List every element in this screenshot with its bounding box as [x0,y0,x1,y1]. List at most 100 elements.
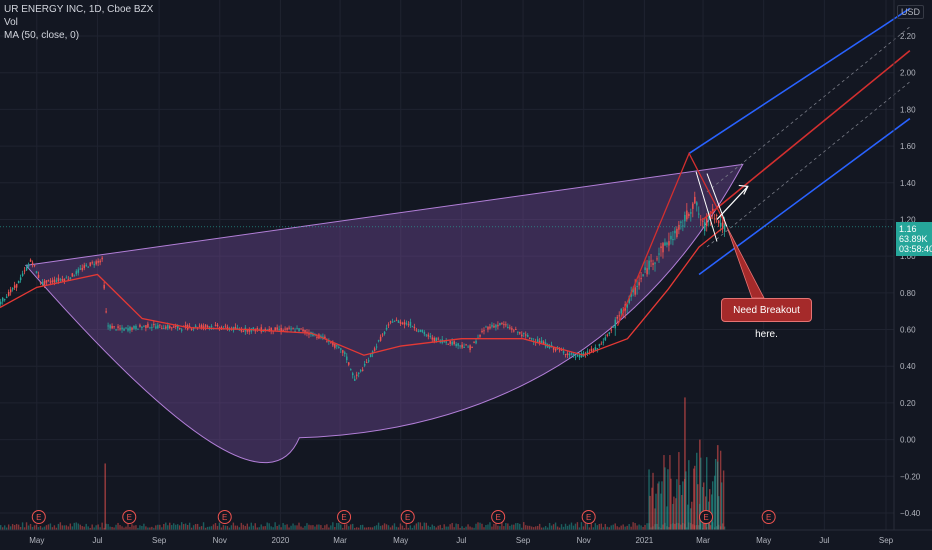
candle-body [242,331,245,333]
volume-bar [21,522,24,530]
currency-badge[interactable]: USD [896,5,924,19]
candle-body [566,353,569,356]
y-tick-label: −0.40 [900,509,921,518]
volume-bar [709,525,712,530]
volume-bar [552,524,555,530]
volume-bar [3,525,6,530]
volume-bar [369,527,372,530]
volume-bar [165,522,167,530]
x-tick-label: May [29,536,44,545]
volume-bar [407,527,410,530]
symbol-title[interactable]: UR ENERGY INC, 1D, Cboe BZX [4,4,154,15]
candle-body [489,326,491,329]
volume-bar [675,498,677,530]
candle-body [521,334,523,337]
candle-body [246,329,249,332]
cup-pattern-drawing[interactable] [24,163,744,463]
candle-body [354,378,356,381]
candle-body [417,330,420,332]
volume-bar [425,522,427,530]
last-price-tag: 1.16 63.89K 03:58:40 [896,222,932,256]
volume-bar [558,527,561,530]
ma50-path [0,228,723,356]
candle-body [131,327,133,330]
earnings-marker-label: E [496,513,501,522]
volume-bar [375,525,378,530]
candle-body [614,319,617,329]
volume-bar [318,524,320,530]
volume-bar [117,522,119,530]
candle-body [256,327,259,330]
volume-bar [439,524,441,530]
candle-body [27,264,30,267]
earnings-marker-label: E [586,513,591,522]
callout-pointer [726,226,765,299]
volume-bar [604,523,606,530]
volume-bar [503,526,505,530]
candle-body [296,328,298,330]
candle-body [443,341,445,343]
candle-body [552,347,555,350]
channel-upper-line [688,7,911,155]
candle-body [445,341,447,343]
volume-bar [312,525,314,530]
volume-bar [680,524,682,530]
volume-bar [332,522,334,530]
volume-bar [443,524,445,530]
volume-bar [320,525,322,530]
volume-spike [684,397,686,530]
volume-bar [212,524,215,530]
trend-drawings[interactable] [0,7,911,327]
candle-body [608,332,611,335]
breakout-callout[interactable]: Need Breakout here. [721,298,812,340]
volume-bar [123,527,125,530]
volume-bars [0,397,726,530]
candle-body [407,324,410,326]
volume-bar [59,522,62,530]
volume-bar [208,526,211,530]
volume-bar [453,527,455,530]
candle-body [125,327,127,329]
volume-bar [655,493,657,530]
x-tick-label: 2020 [272,536,290,545]
volume-bar [616,526,618,530]
candle-body [13,285,16,288]
volume-bar [373,526,376,530]
candle-body [421,329,424,333]
candle-body [204,324,207,327]
earnings-marker-label: E [405,513,410,522]
volume-bar [67,526,70,530]
volume-bar [23,527,26,530]
price-axis[interactable]: 2.20 2.00 1.80 1.60 1.40 1.20 1.00 0.80 0.60 0.40… [893,0,921,530]
ma-indicator-label[interactable]: MA (50, close, 0) [4,30,80,41]
candle-body [163,328,165,330]
volume-bar [661,481,663,530]
volume-bar [268,523,270,530]
candle-body [127,328,129,331]
volume-bar [688,460,690,530]
candle-body [513,330,515,332]
candle-body [234,326,237,330]
volume-bar [523,522,525,530]
volume-bar [550,525,553,530]
volume-bar [1,527,4,530]
earnings-marker-label: E [766,513,771,522]
volume-bar [501,522,503,530]
volume-bar [294,525,296,530]
volume-bar [606,526,608,530]
volume-bar [43,526,46,530]
volume-bar [564,523,567,530]
candle-body [190,328,193,330]
time-axis[interactable]: May Jul Sep Nov 2020 Mar May Jul Sep Nov 2021 Mar Ma… [0,529,932,545]
volume-bar [310,525,312,530]
candle-body [216,324,219,327]
volume-bar [461,526,463,530]
candle-body [240,329,243,332]
candle-body [676,228,678,238]
volume-indicator-label[interactable]: Vol [4,17,18,28]
candle-body [180,329,183,331]
candle-body [709,216,712,219]
volume-bar [580,522,583,530]
candle-body [151,327,153,329]
